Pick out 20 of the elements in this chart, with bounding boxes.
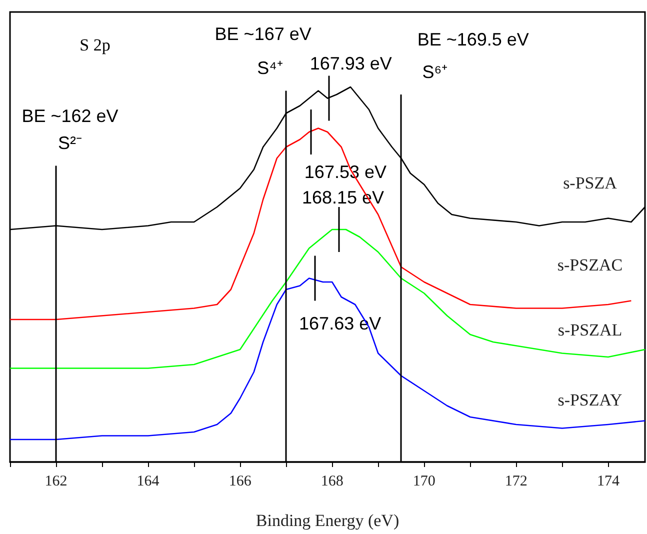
annotation: S²⁻	[58, 133, 82, 153]
text: S⁴⁺	[257, 58, 283, 78]
ref-line-label: BE ~167 eV	[214, 24, 312, 44]
x-tick-label: 162	[44, 474, 68, 490]
ref-line-label: BE ~162 eV	[22, 106, 118, 126]
x-tick-label: 166	[228, 474, 252, 490]
text: S⁶⁺	[422, 62, 448, 82]
x-tick-label: 172	[504, 474, 528, 490]
x-tick-label: 174	[596, 474, 620, 490]
series-label: s-PSZAC	[557, 256, 623, 274]
x-tick-label: 168	[320, 474, 344, 490]
series-label: s-PSZAY	[558, 390, 622, 410]
x-tick-label: 170	[412, 474, 436, 490]
x-tick-label: 164	[136, 474, 160, 490]
series-label: s-PSZAL	[558, 320, 622, 340]
annotation: 167.93 eV	[310, 53, 392, 74]
ref-line-label: BE ~169.5 eV	[417, 30, 529, 50]
series-label: s-PSZA	[563, 174, 618, 192]
text: S 2p	[80, 36, 110, 54]
x-axis-title: Binding Energy (eV)	[256, 511, 400, 530]
